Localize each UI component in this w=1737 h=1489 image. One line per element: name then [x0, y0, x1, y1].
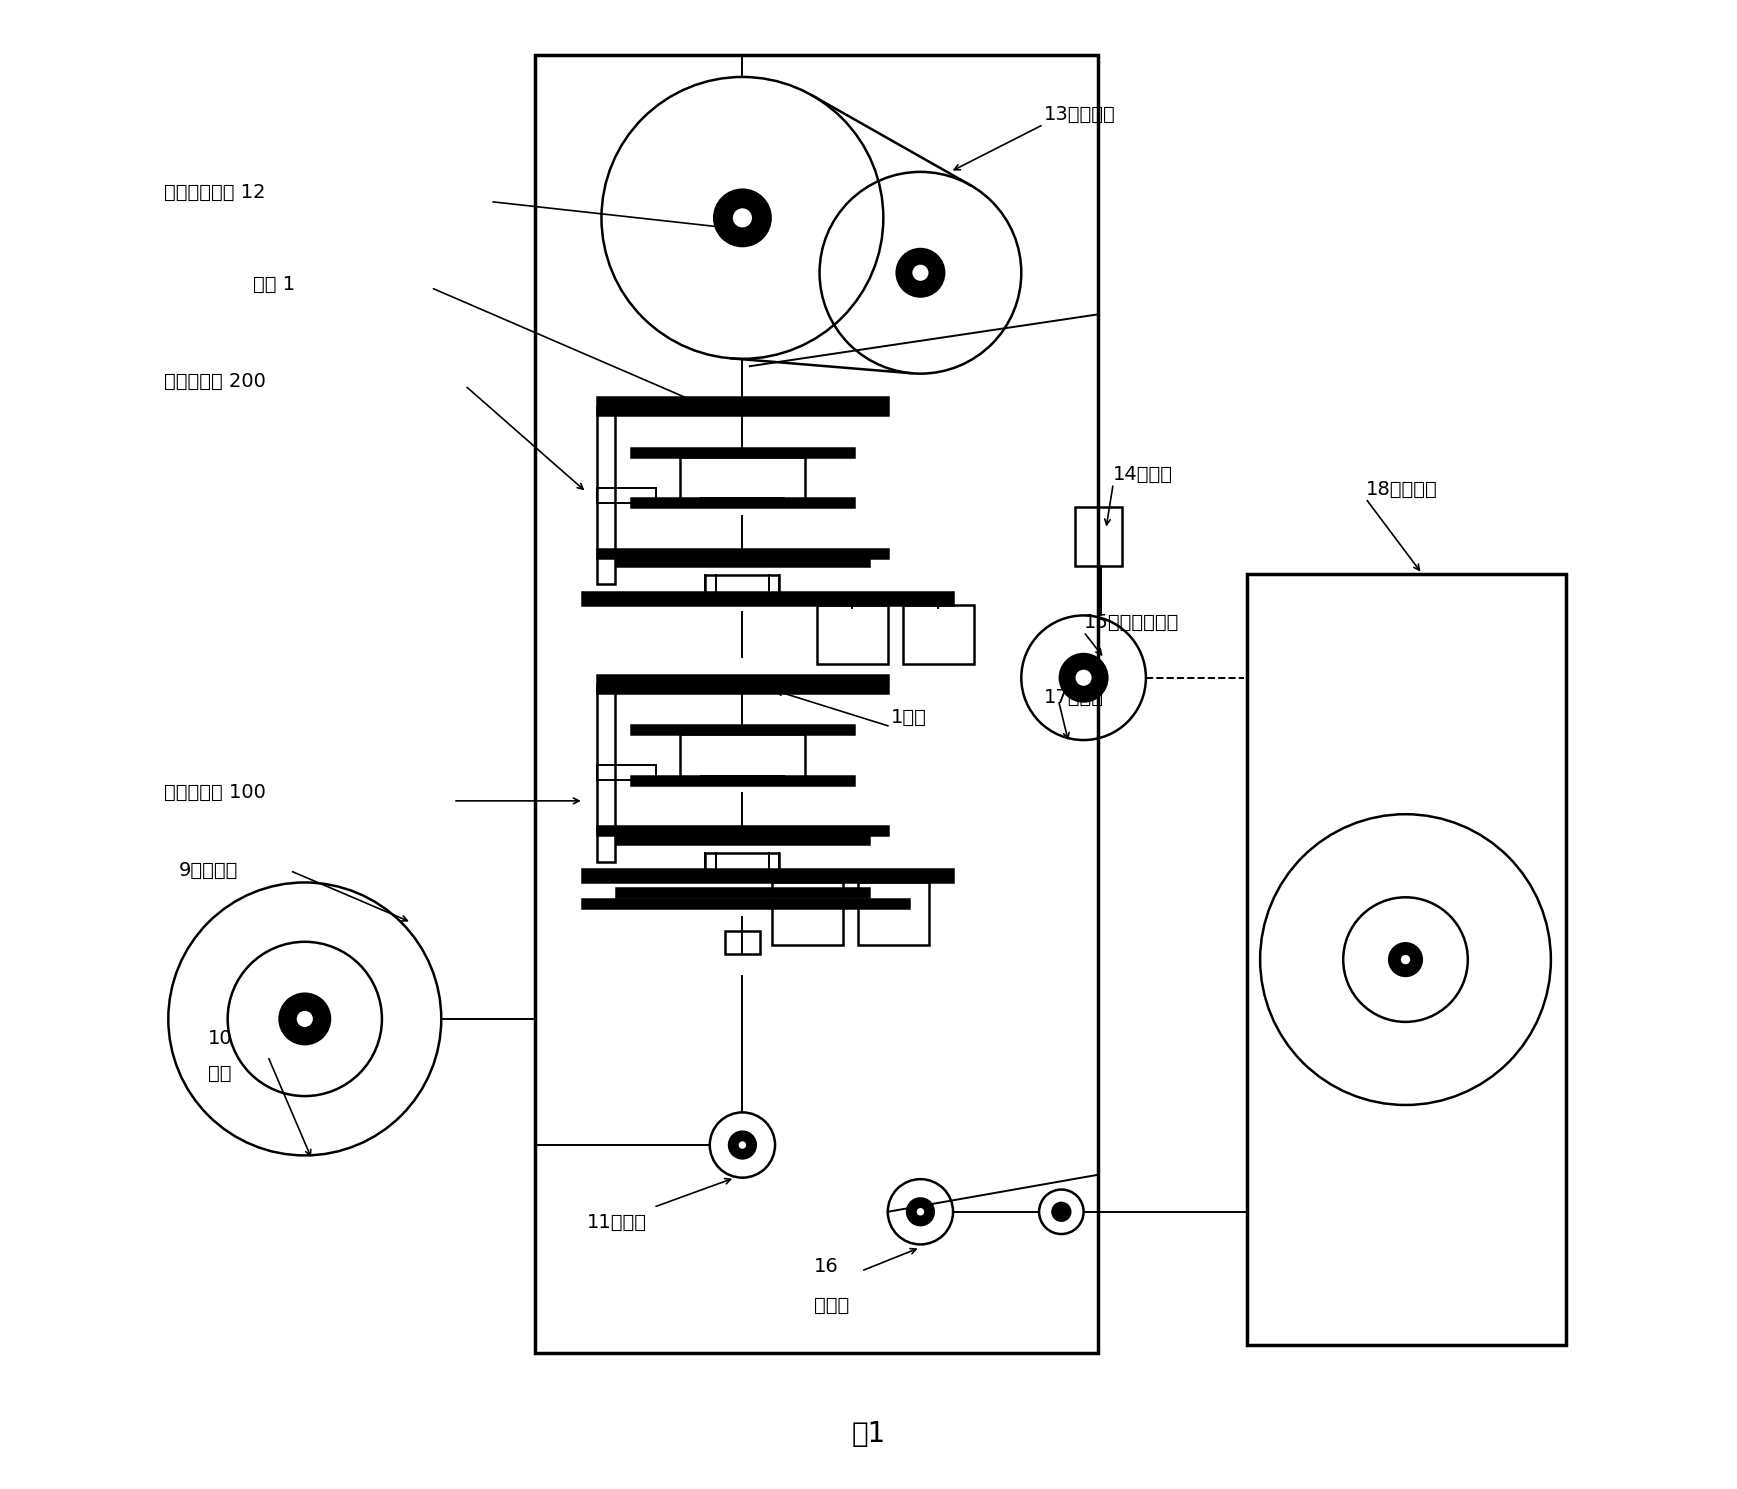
Text: 10: 10: [208, 1029, 233, 1048]
Circle shape: [731, 207, 752, 228]
Bar: [598, 406, 615, 584]
Bar: [631, 448, 853, 457]
Bar: [598, 548, 888, 557]
Text: 带绕绝缘线芯 12: 带绕绝缘线芯 12: [163, 183, 266, 203]
Bar: [535, 55, 1098, 1352]
Text: 17导引辊: 17导引辊: [1044, 688, 1103, 706]
Bar: [598, 765, 657, 780]
Bar: [771, 883, 842, 944]
Circle shape: [1390, 944, 1423, 975]
Text: 导引辊: 导引辊: [813, 1295, 849, 1315]
Bar: [816, 605, 888, 664]
Circle shape: [295, 1010, 314, 1027]
Text: 11导引辊: 11导引辊: [587, 1212, 646, 1231]
Circle shape: [738, 1141, 747, 1150]
Circle shape: [915, 1208, 924, 1217]
Circle shape: [1053, 1203, 1070, 1221]
Bar: [582, 899, 908, 908]
Text: 带卷绕装置 100: 带卷绕装置 100: [163, 783, 266, 801]
Bar: [705, 853, 780, 874]
Text: 带卷绕装置 200: 带卷绕装置 200: [163, 372, 266, 390]
Circle shape: [907, 1199, 935, 1225]
Bar: [681, 457, 804, 505]
Circle shape: [1060, 654, 1106, 701]
Circle shape: [912, 264, 929, 281]
Text: 13拉绕装置: 13拉绕装置: [1044, 104, 1115, 124]
Bar: [617, 557, 868, 566]
Text: 18卷绕装置: 18卷绕装置: [1365, 479, 1436, 499]
Bar: [617, 835, 868, 844]
Bar: [631, 725, 853, 734]
Bar: [598, 675, 888, 692]
Circle shape: [280, 993, 330, 1044]
Circle shape: [1075, 669, 1093, 686]
Bar: [617, 889, 868, 898]
Bar: [598, 398, 888, 415]
Text: 9供给装置: 9供给装置: [179, 861, 238, 880]
Text: 线材: 线材: [208, 1065, 231, 1084]
Bar: [598, 683, 615, 862]
Text: 15成型了的线芯: 15成型了的线芯: [1084, 613, 1179, 633]
Text: 16: 16: [813, 1257, 839, 1276]
Bar: [1247, 573, 1565, 1345]
Bar: [700, 499, 783, 508]
Text: 14成型模: 14成型模: [1113, 465, 1172, 484]
Bar: [858, 883, 929, 944]
Circle shape: [1400, 953, 1412, 965]
Circle shape: [714, 189, 771, 246]
Bar: [631, 499, 853, 508]
Text: 1带体: 1带体: [891, 709, 926, 727]
Circle shape: [896, 249, 945, 296]
Bar: [681, 734, 804, 782]
Bar: [700, 776, 783, 785]
Bar: [724, 932, 761, 953]
Bar: [582, 870, 954, 883]
Bar: [631, 776, 853, 785]
Bar: [598, 488, 657, 503]
Bar: [705, 575, 780, 596]
Text: 图1: 图1: [851, 1421, 886, 1449]
Bar: [1075, 508, 1122, 566]
Text: 带体 1: 带体 1: [254, 275, 295, 295]
Bar: [903, 605, 974, 664]
Bar: [582, 591, 954, 605]
Bar: [598, 826, 888, 835]
Circle shape: [730, 1132, 756, 1158]
